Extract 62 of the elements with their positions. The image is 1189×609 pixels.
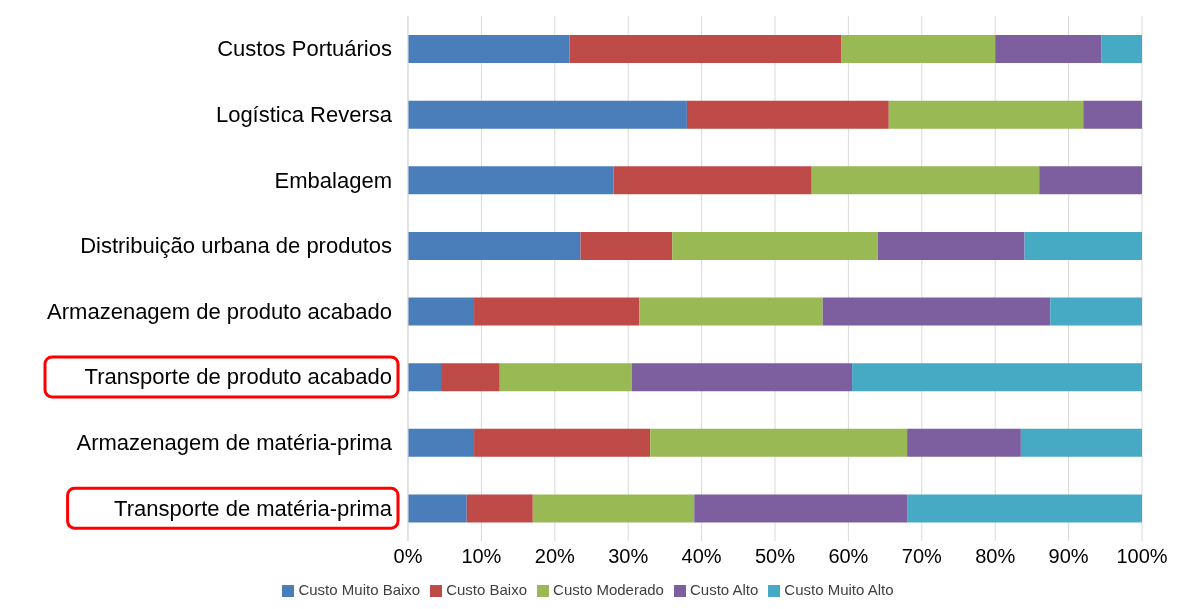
bar: [822, 297, 1051, 326]
bar: [852, 363, 1142, 392]
bar: [811, 166, 1040, 195]
legend-label: Custo Alto: [689, 581, 759, 598]
x-tick-label: 10%: [461, 545, 502, 568]
y-tick-label: Embalagem: [274, 167, 392, 193]
bar: [408, 166, 614, 195]
bar: [650, 428, 908, 457]
x-tick-label: 30%: [608, 545, 649, 568]
bar: [499, 363, 632, 392]
x-tick-label: 20%: [534, 545, 576, 568]
y-tick-label: Custos Portuários: [217, 36, 392, 62]
bar: [1050, 297, 1142, 326]
y-tick-label: Logística Reversa: [215, 101, 393, 127]
bar: [1039, 166, 1142, 195]
bar: [408, 428, 475, 457]
bar: [1101, 35, 1142, 63]
bar: [639, 297, 823, 326]
x-tick-label: 70%: [901, 545, 943, 568]
bar: [532, 494, 695, 523]
bar: [474, 428, 651, 457]
bar: [995, 35, 1102, 63]
bar: [408, 35, 570, 63]
bar: [907, 494, 1142, 523]
bar: [613, 166, 812, 195]
legend-label: Custo Muito Baixo: [298, 581, 421, 598]
bar: [408, 494, 467, 523]
bar: [408, 363, 442, 392]
y-tick-label: Transporte de produto acabado: [84, 364, 392, 390]
y-tick-label: Distribuição urbana de produtos: [80, 233, 392, 259]
bar: [686, 100, 889, 129]
bar: [1024, 231, 1142, 260]
bar: [441, 363, 500, 392]
bar: [408, 231, 581, 260]
bar: [408, 297, 475, 326]
x-tick-label: 100%: [1116, 545, 1168, 568]
x-tick-label: 80%: [975, 545, 1016, 568]
x-tick-label: 90%: [1048, 545, 1089, 568]
y-tick-label: Armazenagem de produto acabado: [47, 298, 392, 324]
x-tick-label: 40%: [681, 545, 722, 568]
bar: [474, 297, 640, 326]
bar: [1020, 428, 1142, 457]
x-tick-label: 0%: [393, 545, 423, 568]
bar: [888, 100, 1084, 129]
bar: [580, 231, 673, 260]
x-tick-label: 60%: [828, 545, 869, 568]
y-tick-label: Transporte de matéria-prima: [114, 495, 393, 521]
bar: [1083, 100, 1142, 129]
bar: [569, 35, 842, 63]
y-tick-label: Armazenagem de matéria-prima: [76, 430, 393, 456]
x-tick-label: 50%: [754, 545, 796, 568]
legend-label: Custo Muito Alto: [784, 581, 894, 598]
bar: [408, 100, 687, 129]
legend-label: Custo Baixo: [446, 581, 528, 598]
bar: [877, 231, 1025, 260]
bar: [907, 428, 1021, 457]
bar: [841, 35, 996, 63]
bar: [631, 363, 853, 392]
bar: [672, 231, 878, 260]
bar: [466, 494, 533, 523]
legend-label: Custo Moderado: [553, 581, 664, 598]
bar: [694, 494, 908, 523]
